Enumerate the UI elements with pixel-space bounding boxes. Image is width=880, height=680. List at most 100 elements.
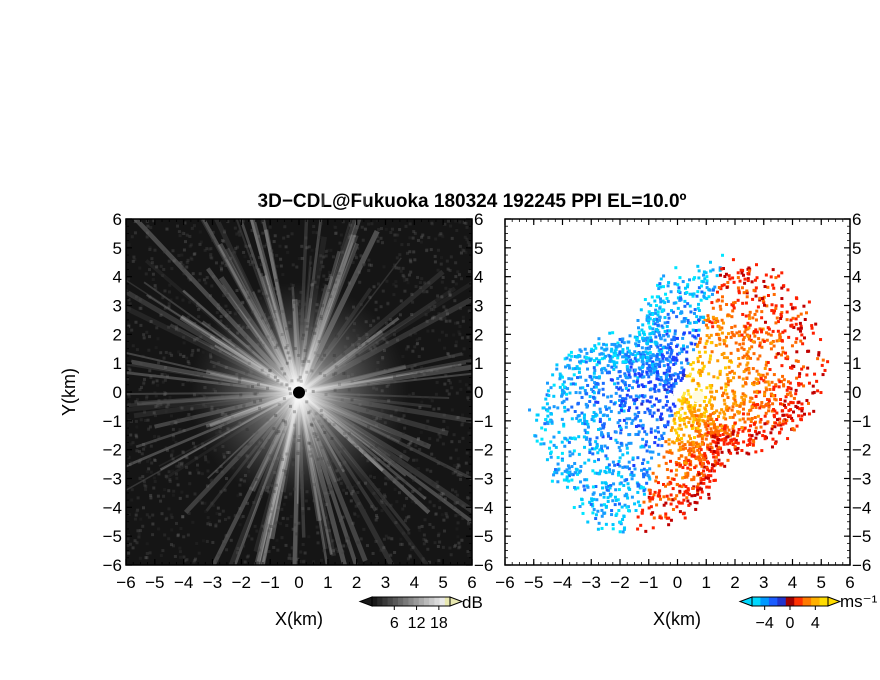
velocity-cell: [685, 398, 689, 402]
intensity-speckle: [258, 406, 262, 410]
velocity-cell: [648, 467, 652, 471]
intensity-speckle: [455, 228, 459, 232]
intensity-speckle: [131, 546, 135, 550]
velocity-cell: [712, 449, 716, 453]
intensity-speckle: [209, 479, 213, 483]
velocity-cell: [664, 395, 668, 399]
velocity-cell: [577, 471, 581, 475]
intensity-speckle: [415, 341, 419, 345]
intensity-speckle: [379, 227, 383, 231]
intensity-speckle: [350, 492, 354, 496]
velocity-cell: [555, 471, 559, 475]
velocity-cell: [575, 355, 579, 359]
velocity-site-gap: [673, 387, 683, 398]
velocity-cell: [687, 503, 691, 507]
intensity-speckle: [263, 244, 267, 248]
intensity-speckle: [305, 327, 309, 331]
velocity-cell: [597, 337, 601, 341]
velocity-cell: [564, 365, 568, 369]
velocity-cell: [585, 436, 589, 440]
velocity-cell: [709, 354, 713, 358]
velocity-cell: [591, 415, 595, 419]
intensity-speckle: [224, 534, 228, 538]
velocity-cell: [738, 362, 742, 366]
intensity-speckle: [408, 393, 412, 397]
intensity-speckle: [443, 222, 447, 226]
intensity-speckle: [435, 380, 439, 384]
intensity-y-tick-label-right: 3: [474, 297, 483, 316]
intensity-speckle: [334, 232, 338, 236]
intensity-speckle: [405, 251, 409, 255]
intensity-speckle: [196, 348, 200, 352]
velocity-cell: [681, 447, 685, 451]
intensity-speckle: [197, 551, 201, 555]
velocity-cell: [658, 297, 662, 301]
velocity-cell: [642, 500, 646, 504]
velocity-cell: [648, 412, 652, 416]
velocity-cell: [708, 357, 712, 361]
intensity-speckle: [211, 503, 215, 507]
velocity-cell: [703, 318, 707, 322]
intensity-speckle: [389, 318, 393, 322]
velocity-cell: [581, 421, 585, 425]
velocity-cell: [656, 328, 660, 332]
velocity-cell: [671, 310, 675, 314]
velocity-cell: [559, 374, 563, 378]
intensity-speckle: [411, 478, 415, 482]
velocity-cell: [619, 386, 623, 390]
intensity-speckle: [242, 250, 246, 254]
velocity-cell: [752, 352, 756, 356]
velocity-cell: [788, 391, 792, 395]
intensity-speckle: [356, 384, 360, 388]
intensity-speckle: [136, 529, 140, 533]
velocity-cell: [607, 484, 611, 488]
intensity-speckle: [422, 372, 426, 376]
intensity-speckle: [219, 417, 223, 421]
intensity-speckle: [163, 533, 167, 537]
velocity-cell: [640, 402, 644, 406]
velocity-cell: [678, 510, 682, 514]
velocity-cell: [664, 373, 668, 377]
intensity-speckle: [422, 542, 426, 546]
intensity-speckle: [375, 516, 379, 520]
intensity-speckle: [343, 460, 347, 464]
velocity-cell: [604, 505, 608, 509]
intensity-speckle: [141, 475, 145, 479]
intensity-speckle: [245, 501, 249, 505]
velocity-cell: [610, 347, 614, 351]
velocity-cell: [699, 374, 703, 378]
intensity-y-tick-label: 3: [113, 297, 122, 316]
intensity-speckle: [203, 446, 207, 450]
intensity-speckle: [458, 306, 462, 310]
intensity-speckle: [208, 294, 212, 298]
velocity-cell: [697, 269, 701, 273]
velocity-cell: [708, 288, 712, 292]
intensity-speckle: [140, 303, 144, 307]
intensity-speckle: [356, 491, 360, 495]
velocity-cell: [705, 485, 709, 489]
intensity-speckle: [460, 538, 464, 542]
velocity-cell: [719, 447, 723, 451]
velocity-cell: [674, 361, 678, 365]
intensity-speckle: [268, 369, 272, 373]
velocity-cell: [747, 313, 751, 317]
intensity-speckle: [235, 289, 239, 293]
velocity-cell: [700, 477, 704, 481]
velocity-cell: [617, 343, 621, 347]
velocity-cell: [669, 409, 673, 413]
velocity-cell: [692, 405, 696, 409]
intensity-speckle: [280, 455, 284, 459]
intensity-x-tick-label: 4: [410, 573, 419, 592]
velocity-cell: [672, 301, 676, 305]
intensity-speckle: [143, 483, 147, 487]
velocity-cell: [577, 354, 581, 358]
intensity-speckle: [251, 310, 255, 314]
intensity-speckle: [210, 405, 214, 409]
intensity-speckle: [247, 244, 251, 248]
velocity-cell: [715, 409, 719, 413]
intensity-speckle: [252, 392, 256, 396]
velocity-cell: [666, 408, 670, 412]
intensity-speckle: [268, 454, 272, 458]
intensity-speckle: [150, 257, 154, 261]
intensity-speckle: [305, 345, 309, 349]
